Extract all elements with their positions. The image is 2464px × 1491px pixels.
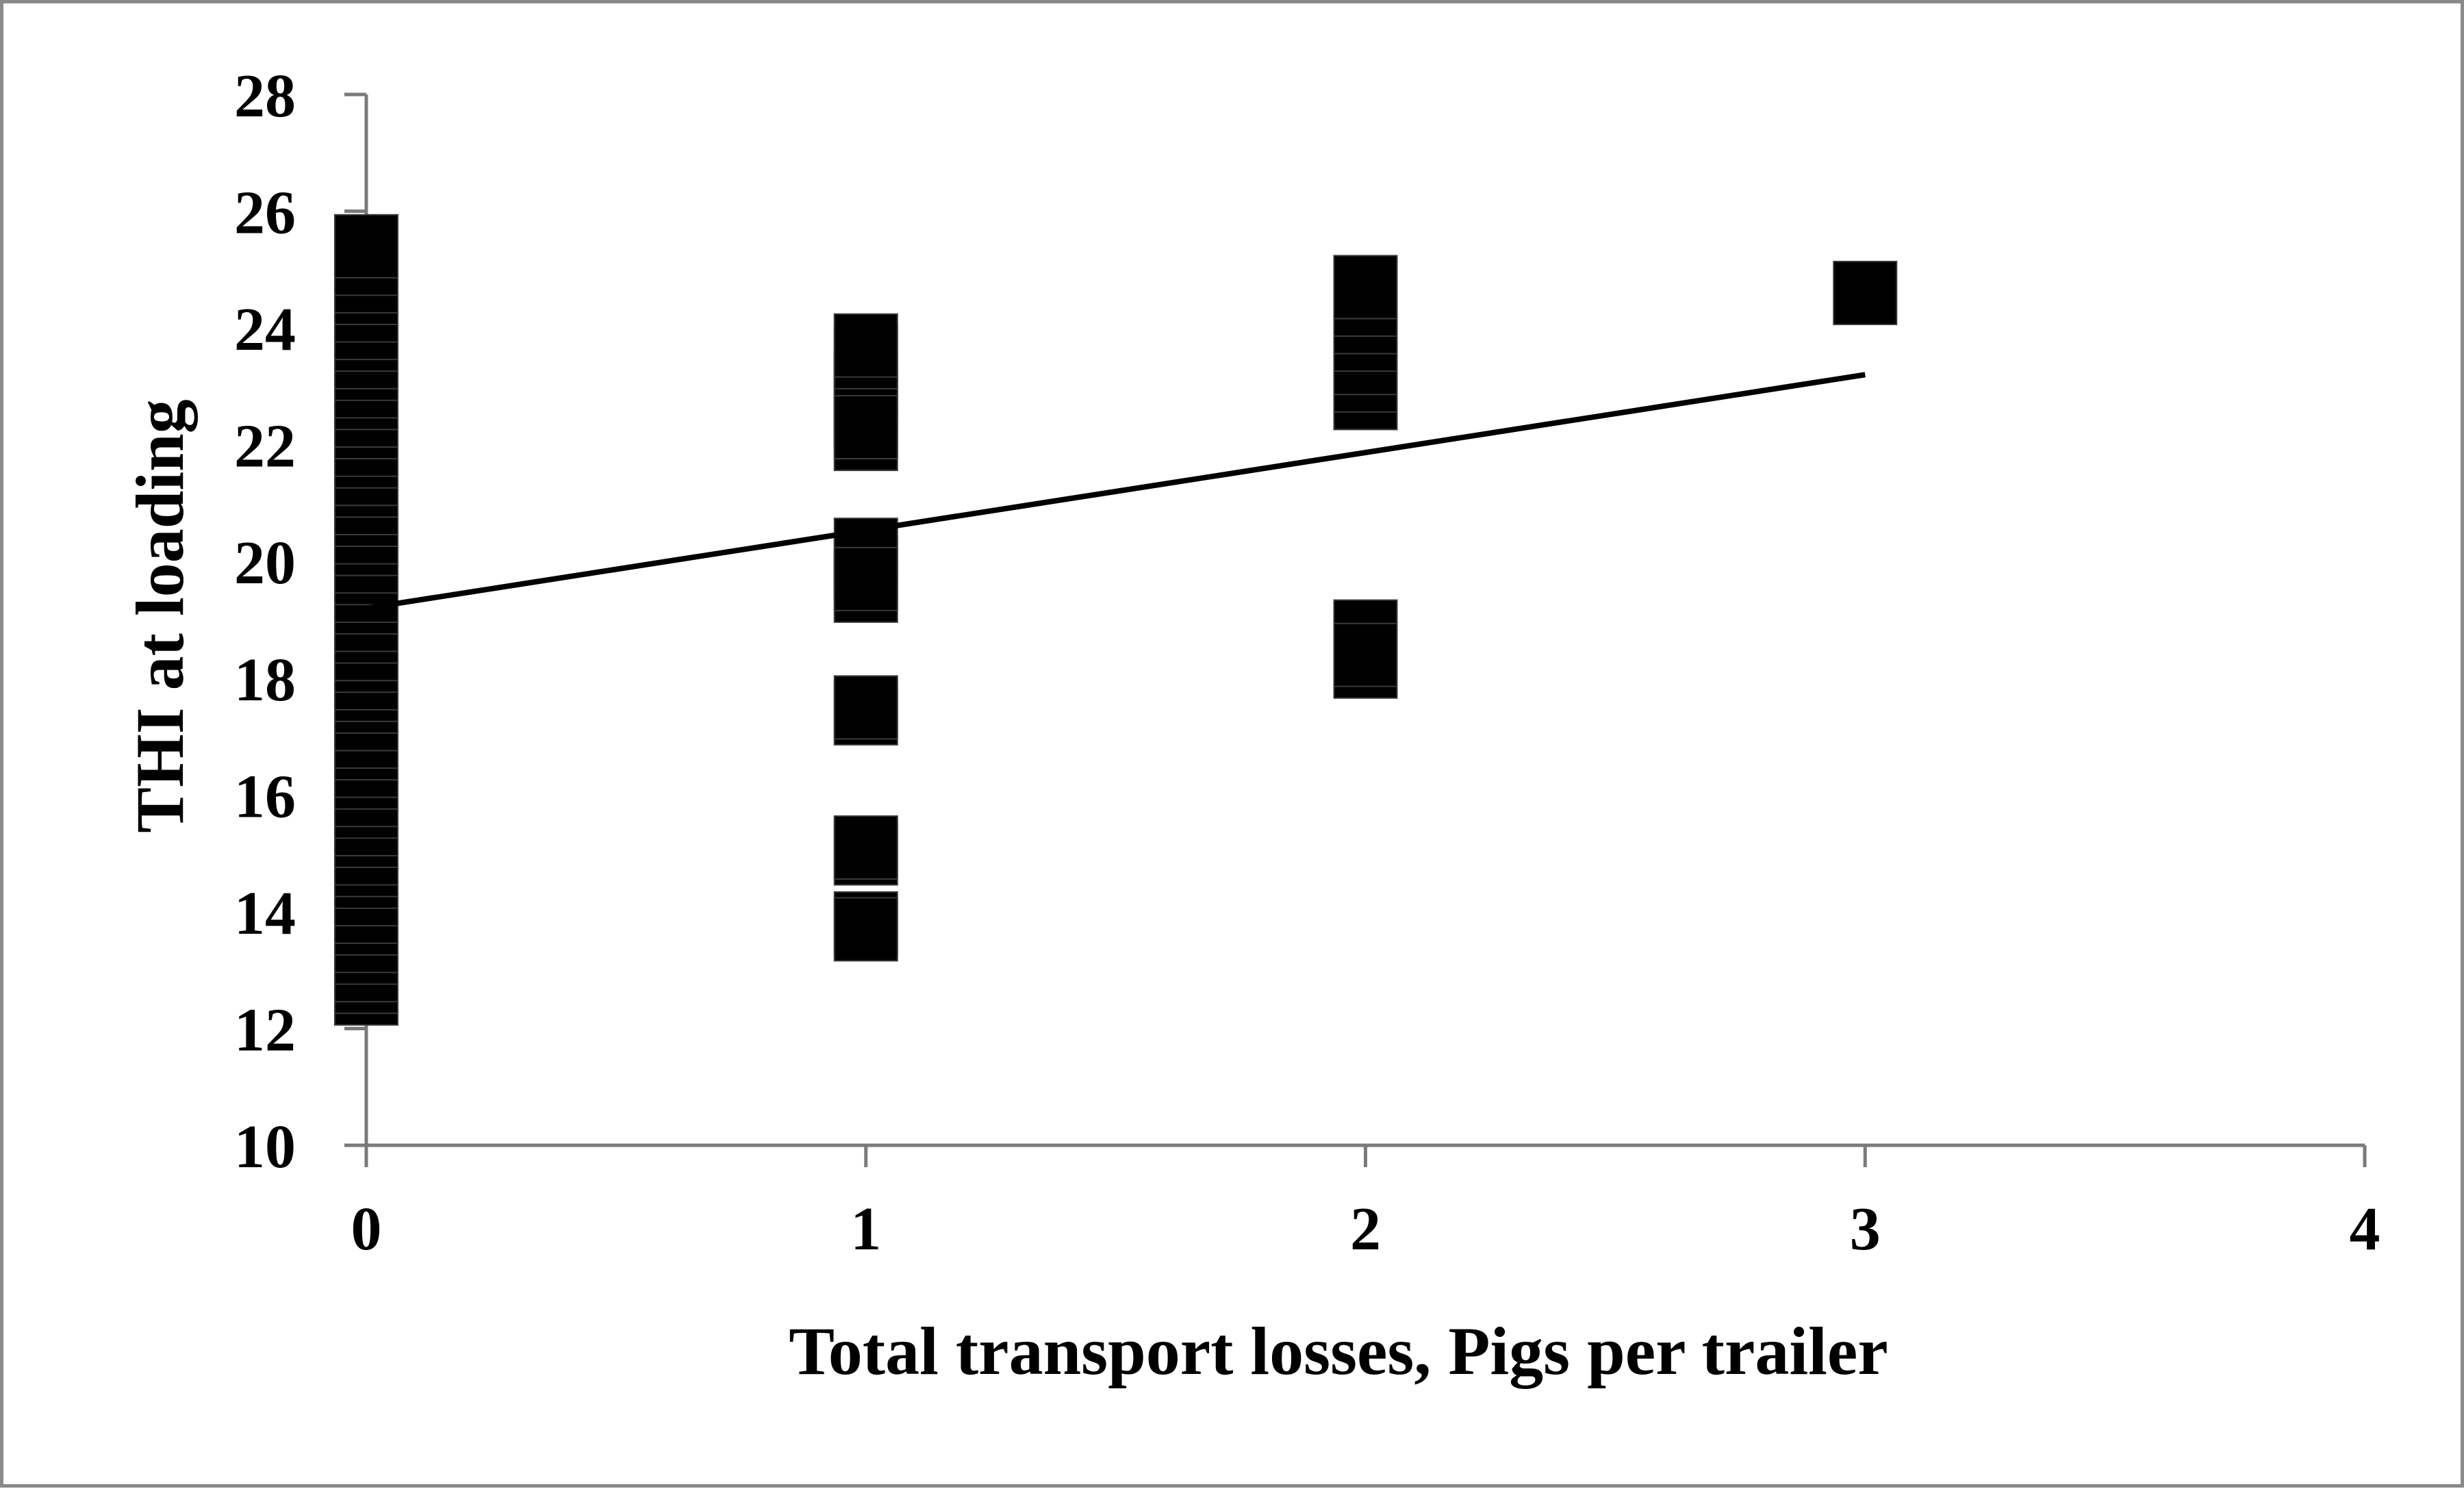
y-tick-label: 14 [234, 880, 296, 947]
data-point [1833, 260, 1898, 325]
data-point [1333, 622, 1398, 687]
x-axis-ticks: 0 1 2 3 4 [351, 1145, 2380, 1263]
y-axis-title: THI at loading [122, 399, 198, 833]
x-tick-label: 1 [850, 1195, 881, 1263]
x-tick-label: 2 [1350, 1195, 1381, 1263]
data-points [334, 214, 1898, 1026]
data-point [833, 815, 898, 880]
data-point [334, 214, 398, 279]
y-tick-label: 20 [234, 529, 296, 597]
y-tick-label: 26 [234, 179, 296, 247]
x-tick-label: 4 [2350, 1195, 2380, 1263]
trendline [366, 372, 1866, 611]
y-tick-label: 18 [234, 646, 296, 714]
y-tick-label: 16 [234, 763, 296, 830]
y-tick-label: 28 [234, 62, 296, 130]
data-point [833, 313, 898, 378]
y-tick-label: 12 [234, 996, 296, 1064]
y-axis-ticks: 10 12 14 16 18 20 22 24 26 28 [234, 62, 366, 1181]
x-axis-title: Total transport losses, Pigs per trailer [789, 1313, 1888, 1389]
y-tick-label: 22 [234, 413, 296, 481]
data-point [833, 897, 898, 962]
y-tick-label: 10 [234, 1113, 296, 1181]
data-point [833, 675, 898, 740]
data-point [1333, 255, 1398, 320]
data-point [833, 395, 898, 460]
y-tick-label: 24 [234, 296, 296, 364]
x-tick-label: 0 [351, 1195, 382, 1263]
x-tick-label: 3 [1850, 1195, 1881, 1263]
data-point [833, 546, 898, 611]
